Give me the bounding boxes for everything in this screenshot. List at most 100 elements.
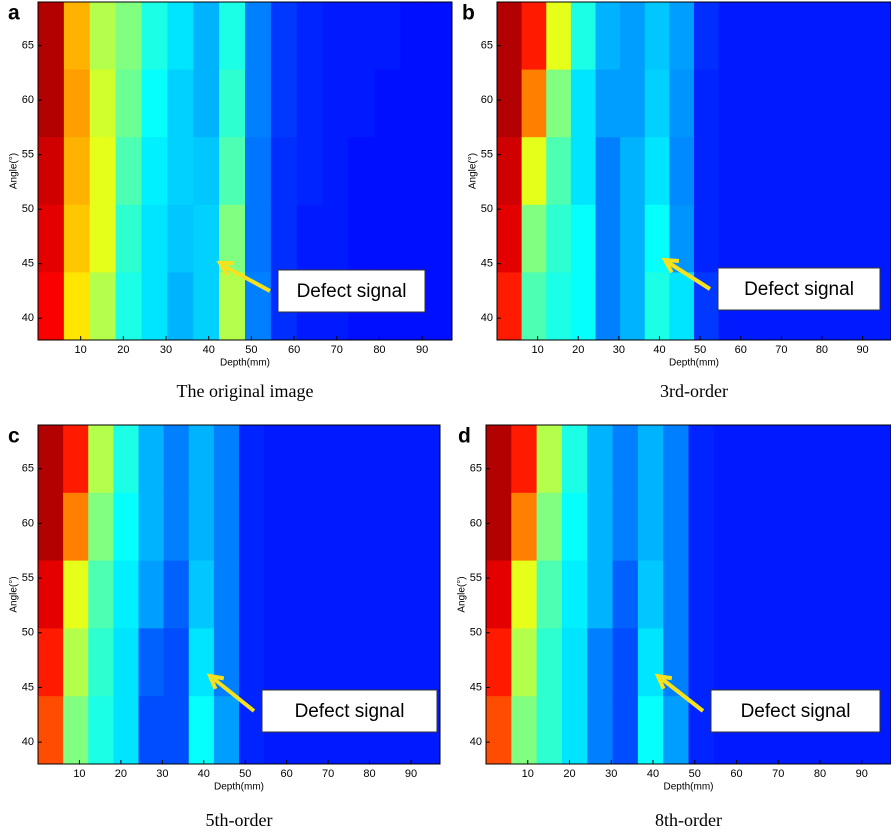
annotation: Defect signal [744,279,854,300]
heat-cell [400,69,427,138]
heat-cell [193,137,220,206]
y-tick-label: 40 [481,312,493,324]
heat-cell [511,492,538,562]
heat-cell [767,137,793,206]
heat-cell [612,628,639,697]
arrow-shaft [212,677,256,713]
heat-cell [348,69,375,138]
heat-cell [570,204,596,273]
heat-cell [374,137,401,206]
heat-cell [739,628,765,697]
heat-cell [113,492,139,562]
heat-cell [141,272,168,341]
heat-cell [322,204,349,273]
arrow-head [654,673,673,690]
heat-cell [764,492,791,562]
x-axis-label: Depth(mm) [214,782,264,793]
heat-cell [817,69,843,138]
plot-frame [485,424,891,765]
y-axis-label: Angle(°) [9,576,20,612]
y-tick-label: 50 [481,203,493,215]
y-tick-label: 55 [470,572,482,584]
heat-cell [546,137,572,206]
heat-cell [841,137,867,206]
heat-cell [339,425,366,494]
heat-cell [866,204,891,273]
heat-cell [389,628,416,697]
heat-cell [113,696,139,765]
heat-cell [570,2,596,71]
y-axis-label: Angle(°) [457,576,468,612]
arrow-head [216,260,235,276]
panel-label: b [462,2,475,25]
heat-cell [694,2,720,71]
heat-cell [245,137,272,206]
heat-cell [817,204,843,273]
heat-cell [414,628,441,697]
x-tick-label: 60 [288,344,300,356]
y-tick-label: 50 [22,627,34,639]
heat-cell [743,137,769,206]
heat-cell [239,696,265,765]
heat-cell [364,492,391,562]
heat-cell [245,2,272,71]
arrow-shaft [223,264,271,293]
heat-cell [840,425,867,494]
heat-cell [141,204,168,273]
heat-cell [314,492,340,562]
heat-cell [561,560,588,629]
caption: 5th-order [206,810,273,830]
heat-cell [792,204,818,273]
heat-cell [521,69,547,138]
heat-cell [511,628,538,697]
heat-cell [138,560,165,629]
heat-cell [620,272,646,341]
heat-cell [713,560,740,629]
caption: 8th-order [655,810,722,830]
heat-cell [219,137,246,206]
heat-cell [89,2,117,71]
heat-cell [426,272,453,341]
heat-cell [339,492,366,562]
heat-cell [270,137,298,206]
x-tick-label: 90 [856,344,868,356]
heat-cell [38,137,65,206]
x-tick-label: 40 [647,768,659,780]
x-axis-label: Depth(mm) [220,358,270,369]
x-tick-label: 20 [117,344,129,356]
heat-cell [296,69,324,138]
heat-cell [767,2,793,71]
heat-cell [713,425,740,494]
heat-cell [644,2,670,71]
y-tick-label: 45 [22,258,34,270]
heat-cell [426,204,453,273]
y-tick-label: 60 [22,517,34,529]
y-tick-label: 45 [481,258,493,270]
heat-cell [815,560,841,629]
heat-cell [739,492,765,562]
heat-cell [612,560,639,629]
heat-cell [374,204,401,273]
heat-cell [167,69,194,138]
heat-cell [637,696,664,765]
heat-cell [764,560,791,629]
heat-cell [63,272,91,341]
arrow-shaft [660,677,705,713]
heat-cell [663,560,689,629]
heat-cell [511,425,538,494]
heat-cell [570,69,596,138]
heat-cell [163,492,190,562]
heat-cell [815,628,841,697]
heat-cell [792,69,818,138]
y-axis-label: Angle(°) [468,153,479,189]
heat-cell [115,272,142,341]
heat-cell [213,425,240,494]
heat-cell [669,2,695,71]
y-tick-label: 45 [470,681,482,693]
heat-cell [264,560,290,629]
heat-cell [314,628,340,697]
heat-cell [138,492,165,562]
heat-cell [239,628,265,697]
heat-cell [219,272,246,341]
